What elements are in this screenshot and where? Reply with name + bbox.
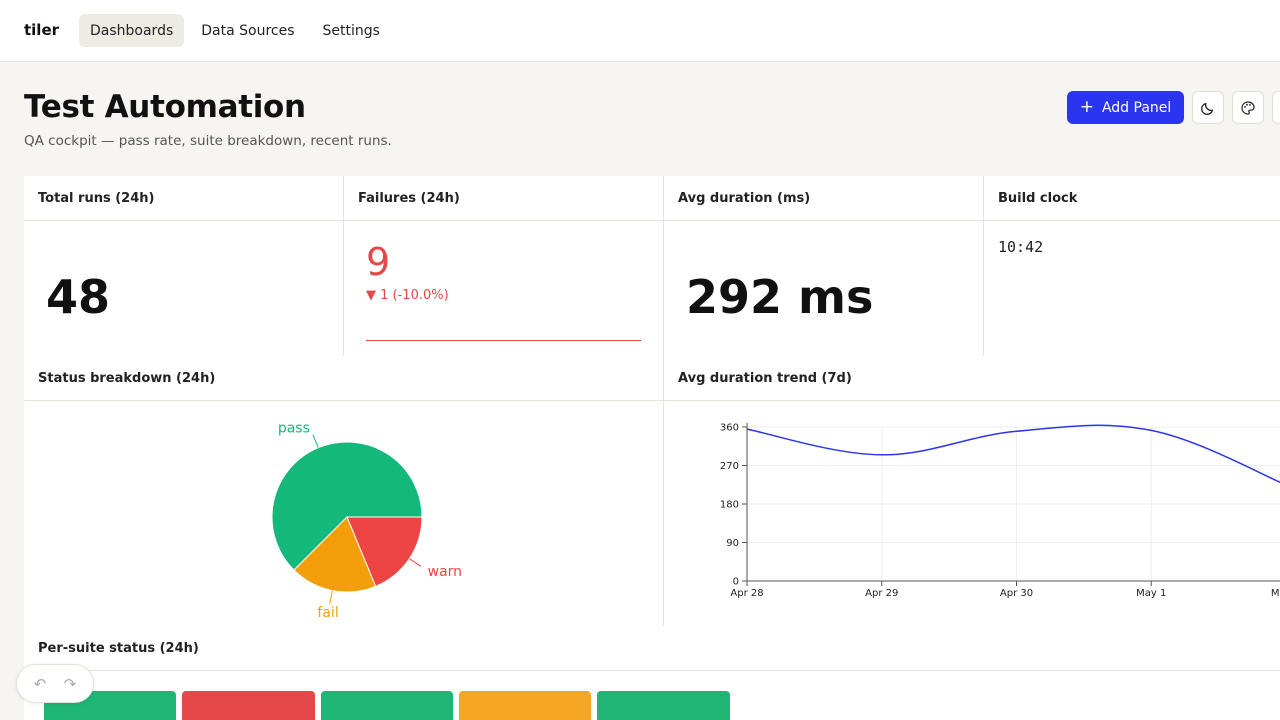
suite-tile-5[interactable] [597,691,730,720]
y-tick-label: 180 [720,500,739,511]
pie-slice-fail[interactable] [293,516,377,593]
main-nav: Dashboards Data Sources Settings [79,14,391,47]
add-panel-button[interactable]: + Add Panel [1067,91,1184,124]
pie-label-pass: pass [278,420,310,436]
history-controls: ↶ ↷ [16,664,94,703]
failures-value: 9 [366,240,391,284]
more-button[interactable] [1272,91,1280,124]
x-tick-label: Apr 30 [1000,588,1033,599]
pie-leader-warn [409,558,422,567]
palette-button[interactable] [1232,91,1264,124]
panel-title: Status breakdown (24h) [24,356,663,401]
y-tick-label: 360 [720,423,739,434]
pie-leader-fail [329,590,333,605]
add-panel-label: Add Panel [1101,99,1172,116]
pie-slice-warn[interactable] [346,516,423,587]
plus-icon: + [1079,97,1094,117]
theme-toggle-button[interactable] [1192,91,1224,124]
y-tick-label: 90 [726,538,739,549]
panel-failures: Failures (24h) 9 ▼ 1 (-10.0%) [344,176,664,356]
panel-duration-trend: Avg duration trend (7d) 0 90 180 270 360 Apr … [664,356,1280,626]
nav-dashboards[interactable]: Dashboards [79,14,185,47]
y-tick-label: 0 [733,577,739,588]
panel-title: Failures (24h) [344,176,663,221]
panel-avg-duration: Avg duration (ms) 292 ms [664,176,984,356]
panel-build-clock: Build clock 10:42 [984,176,1280,356]
panel-title: Build clock [984,176,1280,221]
suite-tile-2[interactable] [182,691,315,720]
moon-icon [1201,102,1214,115]
top-bar: tiler Dashboards Data Sources Settings [0,0,1280,62]
pie-label-warn: warn [428,564,462,580]
duration-series-line [746,424,1280,483]
panel-status-breakdown: Status breakdown (24h) pass fail warn [24,356,664,626]
y-tick-label: 270 [720,461,739,472]
avg-duration-value: 292 ms [686,270,874,324]
panel-title: Total runs (24h) [24,176,343,221]
duration-line-chart: 0 90 180 270 360 Apr 28 Apr 29 Apr 30 May 1 May 2 [720,423,1280,599]
x-tick-label: Apr 29 [865,588,898,599]
panel-title: Avg duration (ms) [664,176,983,221]
failures-delta: ▼ 1 (-10.0%) [366,288,449,303]
pie-label-fail: fail [317,605,338,621]
nav-data-sources[interactable]: Data Sources [201,22,295,39]
x-tick-label: Apr 28 [730,588,763,599]
page-subtitle: QA cockpit — pass rate, suite breakdown,… [24,133,392,149]
total-runs-value: 48 [46,270,111,324]
palette-icon [1241,100,1255,115]
panel-title: Avg duration trend (7d) [664,356,1280,401]
panel-total-runs: Total runs (24h) 48 [24,176,344,356]
suite-tile-4[interactable] [459,691,591,720]
brand-logo[interactable]: tiler [24,21,60,39]
pie-leader-pass [312,434,319,448]
status-pie-chart: pass fail warn [271,420,462,621]
x-tick-label: May 2 [1271,588,1280,599]
nav-settings[interactable]: Settings [322,22,380,39]
x-tick-label: May 1 [1136,588,1166,599]
suite-tile-3[interactable] [321,691,453,720]
pie-slice-pass[interactable] [271,441,423,571]
panel-title: Per-suite status (24h) [24,626,1280,671]
redo-icon[interactable]: ↷ [63,674,77,693]
failures-sparkline [366,340,641,341]
undo-icon[interactable]: ↶ [33,674,47,693]
page-title: Test Automation [24,89,306,125]
build-clock-value: 10:42 [998,238,1044,256]
